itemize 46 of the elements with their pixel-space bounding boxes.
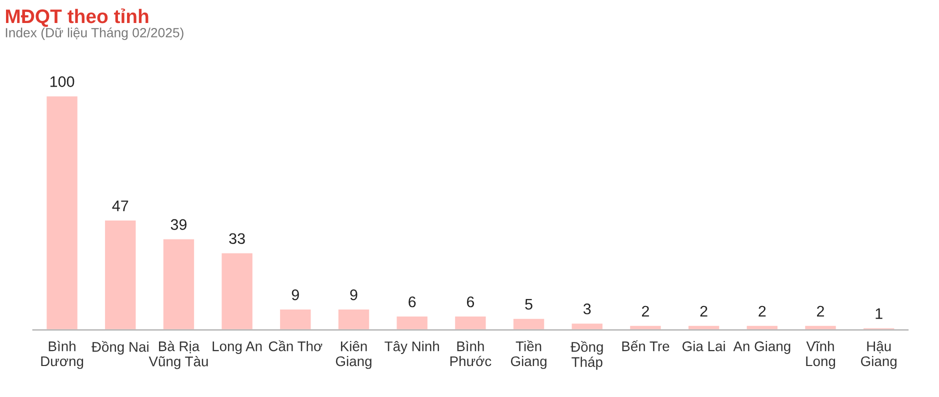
data-label: 9 [350, 289, 358, 300]
x-tick-label: Đồng Tháp [570, 341, 603, 370]
chart-title: MĐQT theo tỉnh [6, 8, 148, 27]
x-tick-label: Bến Tre [622, 340, 670, 352]
data-label: 6 [408, 296, 416, 308]
data-label: 2 [642, 306, 649, 316]
x-tick-label: Kiên Giang [336, 340, 372, 369]
bar [628, 324, 662, 330]
bar [220, 252, 254, 330]
bar [454, 315, 488, 330]
x-tick-label: Gia Lai [682, 341, 725, 352]
x-tick-label: Bình Phước [450, 340, 492, 366]
x-tick-label: Bà Rịa Vũng Tàu [148, 340, 208, 370]
x-tick-label: Bình Dương [41, 340, 84, 369]
bar [162, 238, 196, 330]
bar [570, 322, 604, 330]
bar [512, 318, 546, 330]
data-label: 39 [170, 219, 186, 230]
data-label: 2 [700, 306, 708, 316]
bar [687, 324, 721, 330]
x-tick-label: Tiền Giang [510, 340, 546, 369]
x-tick-label: Đồng Nai [92, 341, 148, 355]
data-label: 100 [50, 76, 74, 88]
bar [804, 324, 838, 330]
data-label: 3 [583, 303, 591, 314]
bar [337, 308, 370, 330]
bar [278, 308, 312, 330]
x-tick-label: An Giang [733, 341, 790, 354]
x-tick-label: Cần Thơ [268, 340, 322, 352]
data-label: 1 [876, 308, 882, 319]
x-tick-label: Long An [212, 342, 262, 354]
data-label: 2 [817, 306, 824, 316]
x-tick-label: Tây Ninh [384, 341, 439, 354]
data-label: 2 [758, 306, 766, 316]
bar [395, 315, 429, 330]
data-label: 5 [525, 298, 532, 310]
data-label: 47 [112, 200, 128, 212]
x-tick-label: Hậu Giang [861, 340, 896, 369]
bar [745, 324, 779, 330]
x-tick-label: Vĩnh Long [806, 341, 836, 369]
chart-subtitle: Index (Dữ liệu Tháng 02/2025) [6, 28, 184, 40]
bar [45, 94, 79, 330]
data-label: 6 [466, 296, 474, 308]
data-label: 9 [292, 289, 299, 300]
data-label: 33 [229, 233, 245, 244]
bar [104, 219, 138, 330]
